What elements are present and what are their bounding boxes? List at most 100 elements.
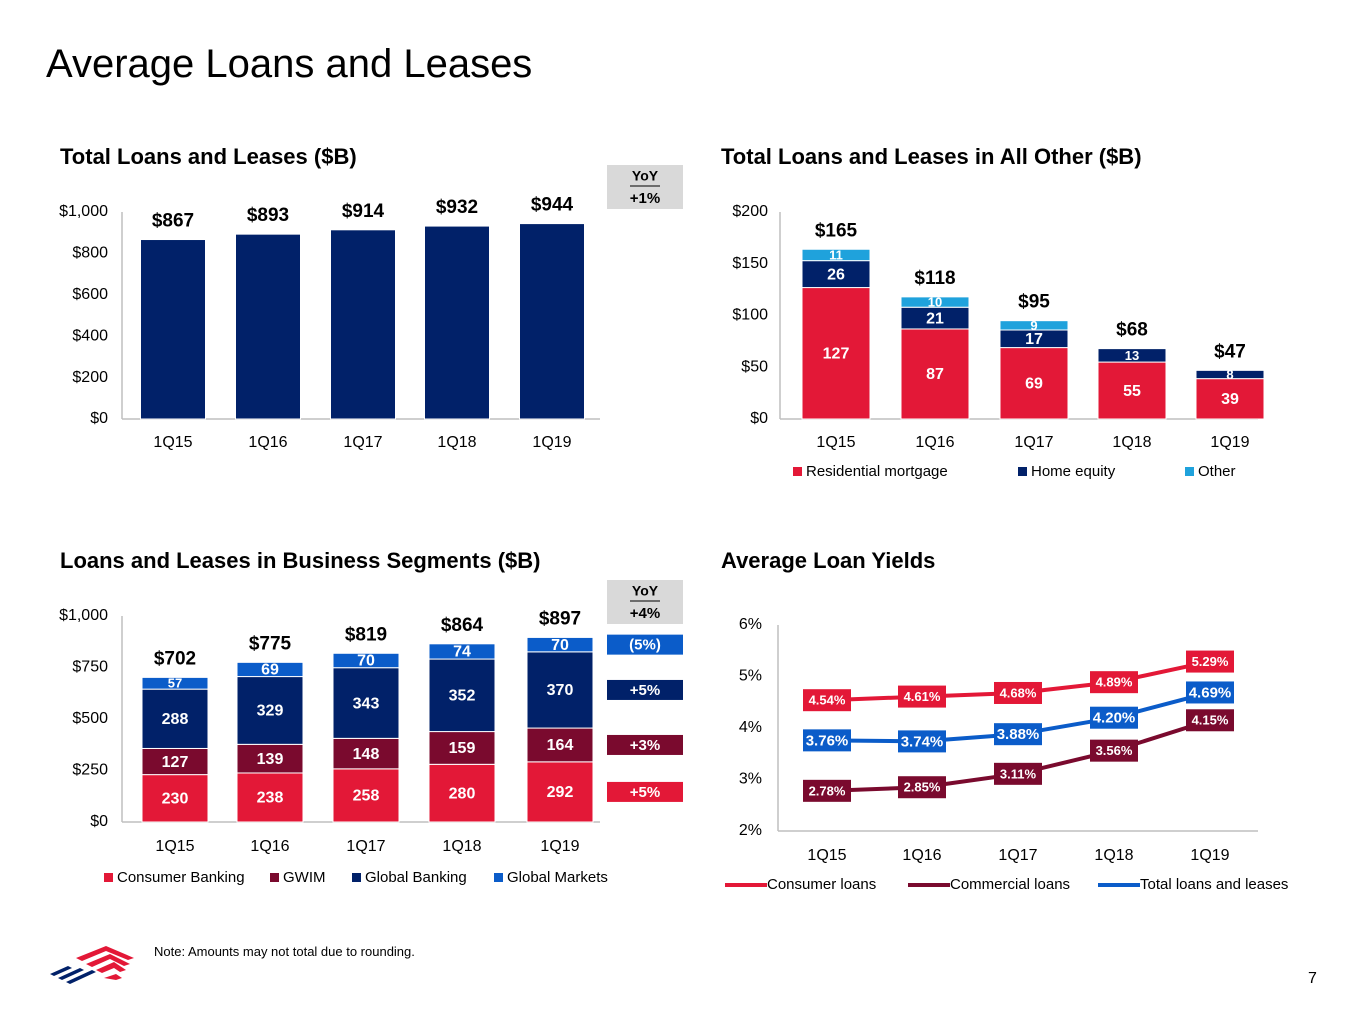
bar-global-banking bbox=[428, 658, 496, 733]
bar-total-label: $893 bbox=[247, 205, 289, 226]
x-tick-label: 1Q18 bbox=[442, 838, 481, 855]
yoy-segment-box bbox=[607, 781, 683, 802]
x-tick-label: 1Q15 bbox=[153, 434, 192, 451]
legend-swatch bbox=[352, 873, 361, 882]
data-label: 2.85% bbox=[904, 780, 941, 795]
x-tick-label: 1Q17 bbox=[1014, 434, 1053, 451]
bar-total bbox=[519, 223, 585, 420]
legend-swatch bbox=[270, 873, 279, 882]
bar-other bbox=[801, 248, 871, 262]
data-label-box bbox=[994, 762, 1042, 785]
data-label-box bbox=[1186, 681, 1234, 704]
bar-value-label: 159 bbox=[449, 740, 476, 757]
bar-gwim bbox=[236, 743, 304, 774]
bar-consumer-banking bbox=[141, 774, 209, 823]
legend-label: Consumer Banking bbox=[117, 869, 245, 886]
chart-title-business-segments: Loans and Leases in Business Segments ($… bbox=[60, 548, 541, 573]
data-label: 2.78% bbox=[809, 783, 846, 798]
x-tick-label: 1Q17 bbox=[998, 847, 1037, 864]
y-tick-label: 6% bbox=[739, 616, 762, 633]
bar-consumer-banking bbox=[236, 772, 304, 823]
legend-label: Other bbox=[1198, 463, 1236, 480]
bar-global-banking bbox=[332, 667, 400, 739]
legend-swatch bbox=[793, 467, 802, 476]
data-label-box bbox=[994, 723, 1042, 746]
bar-value-label: 13 bbox=[1125, 348, 1139, 363]
bar-total-label: $702 bbox=[154, 648, 196, 669]
bar-value-label: 280 bbox=[449, 785, 476, 802]
bar-value-label: 39 bbox=[1221, 391, 1239, 408]
bar-residential-mortgage bbox=[999, 347, 1069, 420]
bar-value-label: 292 bbox=[547, 784, 574, 801]
total-yoy-header: YoY bbox=[632, 168, 659, 184]
bar-value-label: 127 bbox=[823, 345, 850, 362]
y-tick-label: $600 bbox=[72, 286, 108, 303]
bar-total-label: $165 bbox=[815, 220, 858, 241]
data-label: 4.54% bbox=[809, 693, 846, 708]
data-label-box bbox=[803, 689, 851, 712]
bar-total-label: $118 bbox=[914, 268, 955, 289]
bar-total-label: $68 bbox=[1116, 320, 1148, 341]
y-tick-label: $100 bbox=[732, 307, 768, 324]
bar-total bbox=[140, 239, 206, 420]
bar-total-label: $897 bbox=[539, 608, 581, 629]
bar-global-markets bbox=[332, 652, 400, 669]
bar-total bbox=[330, 229, 396, 420]
bar-value-label: 230 bbox=[162, 791, 189, 808]
bar-home-equity bbox=[1195, 369, 1265, 380]
bar-global-markets bbox=[428, 643, 496, 660]
x-tick-label: 1Q15 bbox=[155, 838, 194, 855]
x-tick-label: 1Q16 bbox=[250, 838, 289, 855]
y-tick-label: 4% bbox=[739, 719, 762, 736]
legend-label: Commercial loans bbox=[950, 876, 1070, 893]
data-label: 3.88% bbox=[997, 726, 1040, 743]
x-tick-label: 1Q19 bbox=[1190, 847, 1229, 864]
data-label-box bbox=[898, 730, 946, 753]
bar-value-label: 8 bbox=[1226, 367, 1233, 382]
bar-value-label: 74 bbox=[453, 644, 471, 661]
bar-value-label: 26 bbox=[827, 266, 845, 283]
data-label-box bbox=[898, 776, 946, 799]
bar-global-banking bbox=[141, 688, 209, 749]
bar-value-label: 148 bbox=[353, 746, 380, 763]
x-tick-label: 1Q15 bbox=[816, 434, 855, 451]
data-label-box bbox=[1186, 650, 1234, 673]
bar-value-label: 11 bbox=[829, 247, 843, 262]
bar-value-label: 329 bbox=[257, 703, 284, 720]
x-tick-label: 1Q17 bbox=[343, 434, 382, 451]
legend-swatch bbox=[1018, 467, 1027, 476]
bar-other bbox=[999, 320, 1069, 331]
y-tick-label: $400 bbox=[72, 327, 108, 344]
x-tick-label: 1Q18 bbox=[437, 434, 476, 451]
bar-residential-mortgage bbox=[801, 287, 871, 420]
bar-global-markets bbox=[141, 676, 209, 690]
y-tick-label: $150 bbox=[732, 255, 768, 272]
y-tick-label: $1,000 bbox=[59, 203, 108, 220]
bar-gwim bbox=[526, 727, 594, 763]
bank-logo-icon bbox=[50, 946, 134, 984]
bar-total bbox=[424, 225, 490, 420]
bar-gwim bbox=[332, 737, 400, 770]
legend-label: Consumer loans bbox=[767, 876, 876, 893]
x-tick-label: 1Q19 bbox=[540, 838, 579, 855]
bar-residential-mortgage bbox=[900, 328, 970, 420]
y-tick-label: $0 bbox=[90, 813, 108, 830]
bar-value-label: 370 bbox=[547, 682, 574, 699]
bar-gwim bbox=[428, 731, 496, 765]
legend-swatch bbox=[494, 873, 503, 882]
bar-value-label: 87 bbox=[926, 366, 944, 383]
segments-yoy-header: YoY bbox=[632, 583, 659, 599]
bar-total-label: $47 bbox=[1214, 341, 1246, 362]
bar-value-label: 352 bbox=[449, 688, 476, 705]
bar-total-label: $95 bbox=[1018, 292, 1050, 313]
yoy-segment-label: +3% bbox=[630, 737, 660, 754]
data-label: 5.29% bbox=[1192, 654, 1229, 669]
bar-value-label: 57 bbox=[168, 676, 182, 691]
data-label-box bbox=[803, 779, 851, 802]
data-label-box bbox=[1090, 739, 1138, 762]
bar-total-label: $867 bbox=[152, 211, 194, 232]
bar-value-label: 139 bbox=[257, 751, 284, 768]
x-tick-label: 1Q19 bbox=[532, 434, 571, 451]
bar-value-label: 238 bbox=[257, 790, 284, 807]
